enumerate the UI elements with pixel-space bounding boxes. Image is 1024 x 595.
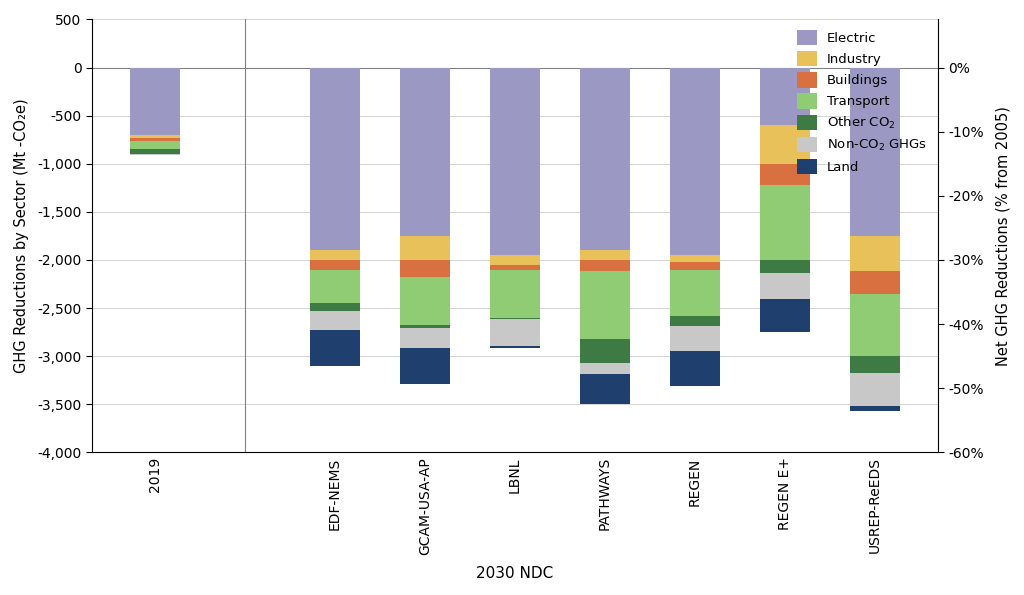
Bar bbox=[400, 325, 450, 328]
Bar bbox=[760, 67, 810, 125]
Bar bbox=[850, 293, 900, 356]
Bar bbox=[671, 352, 720, 386]
Bar bbox=[310, 260, 359, 270]
Bar bbox=[671, 255, 720, 262]
Bar bbox=[850, 271, 900, 293]
Bar bbox=[400, 277, 450, 325]
Bar bbox=[400, 236, 450, 260]
Bar bbox=[581, 260, 630, 271]
Bar bbox=[310, 250, 359, 260]
Bar bbox=[581, 374, 630, 404]
Bar bbox=[310, 270, 359, 303]
Bar bbox=[671, 67, 720, 255]
Bar bbox=[130, 137, 180, 140]
Bar bbox=[130, 140, 180, 149]
Bar bbox=[400, 67, 450, 236]
Bar bbox=[850, 67, 900, 236]
Bar bbox=[581, 271, 630, 339]
Bar bbox=[581, 67, 630, 250]
Bar bbox=[581, 250, 630, 260]
Y-axis label: Net GHG Reductions (% from 2005): Net GHG Reductions (% from 2005) bbox=[995, 106, 1010, 366]
Bar bbox=[850, 372, 900, 406]
Bar bbox=[760, 125, 810, 164]
Bar bbox=[310, 67, 359, 250]
Bar bbox=[581, 339, 630, 363]
Bar bbox=[490, 270, 540, 318]
Bar bbox=[130, 154, 180, 155]
Bar bbox=[400, 260, 450, 277]
Bar bbox=[760, 260, 810, 274]
X-axis label: 2030 NDC: 2030 NDC bbox=[476, 566, 554, 581]
Bar bbox=[490, 255, 540, 265]
Bar bbox=[850, 356, 900, 372]
Bar bbox=[671, 326, 720, 352]
Bar bbox=[581, 363, 630, 374]
Bar bbox=[760, 274, 810, 299]
Legend: Electric, Industry, Buildings, Transport, Other CO$_2$, Non-CO$_2$ GHGs, Land: Electric, Industry, Buildings, Transport… bbox=[793, 26, 932, 178]
Bar bbox=[490, 319, 540, 346]
Bar bbox=[310, 303, 359, 311]
Bar bbox=[130, 135, 180, 137]
Bar bbox=[760, 299, 810, 332]
Bar bbox=[671, 316, 720, 326]
Bar bbox=[400, 328, 450, 347]
Bar bbox=[400, 347, 450, 384]
Bar bbox=[760, 164, 810, 185]
Bar bbox=[760, 185, 810, 260]
Bar bbox=[671, 270, 720, 316]
Bar bbox=[490, 318, 540, 319]
Bar bbox=[850, 236, 900, 271]
Bar bbox=[130, 67, 180, 135]
Bar bbox=[850, 406, 900, 411]
Bar bbox=[671, 262, 720, 270]
Bar bbox=[490, 265, 540, 270]
Bar bbox=[310, 311, 359, 330]
Bar bbox=[310, 330, 359, 366]
Bar bbox=[490, 67, 540, 255]
Bar bbox=[130, 149, 180, 154]
Y-axis label: GHG Reductions by Sector (Mt -CO₂e): GHG Reductions by Sector (Mt -CO₂e) bbox=[14, 99, 29, 373]
Bar bbox=[490, 346, 540, 347]
